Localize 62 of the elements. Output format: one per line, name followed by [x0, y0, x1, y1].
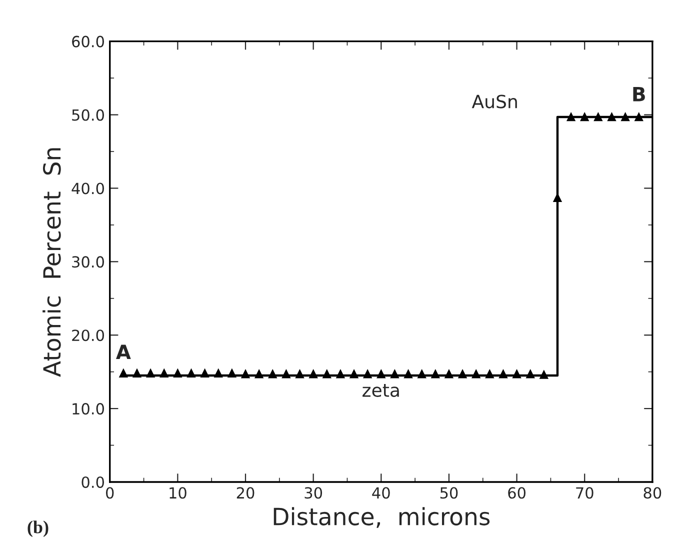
point	[553, 194, 562, 202]
x-tick-label: 80	[644, 487, 662, 499]
point	[431, 370, 440, 378]
y-tick-label: 30.0	[72, 256, 104, 268]
text: (b)	[28, 520, 48, 537]
annotation: zeta	[362, 384, 399, 397]
point	[322, 370, 332, 378]
y-tick-label: 60.0	[72, 36, 104, 48]
point	[418, 370, 426, 378]
point	[594, 112, 602, 122]
point	[363, 370, 372, 378]
point	[472, 370, 480, 378]
point	[404, 370, 412, 378]
point	[132, 369, 142, 378]
annotation: A	[116, 344, 131, 359]
point	[146, 369, 155, 378]
point	[580, 112, 589, 122]
point	[336, 370, 345, 378]
point	[621, 112, 630, 122]
point	[160, 369, 168, 378]
point	[512, 370, 521, 378]
point	[268, 370, 277, 378]
x-tick-label: 20	[236, 487, 254, 499]
annotation: B	[633, 87, 645, 102]
point	[254, 370, 264, 378]
point	[228, 369, 236, 378]
point	[174, 369, 182, 378]
x-tick-label: 10	[170, 487, 186, 499]
point	[187, 369, 196, 378]
point	[241, 370, 250, 378]
x-tick-label: 0	[106, 487, 114, 499]
x-tick-label: 40	[372, 487, 390, 499]
point	[390, 370, 399, 378]
point	[458, 370, 467, 378]
point	[200, 369, 209, 378]
point	[119, 369, 128, 378]
point	[376, 370, 386, 378]
point	[485, 370, 494, 378]
point	[309, 370, 318, 378]
x-axis-title: Distance, microns	[274, 507, 490, 528]
point	[608, 112, 616, 122]
y-tick-label: 0.0	[82, 476, 104, 488]
point	[350, 370, 358, 378]
point	[296, 370, 304, 378]
x-tick-label: 60	[508, 487, 526, 499]
y-tick-label: 50.0	[72, 109, 104, 121]
x-tick-label: 70	[576, 487, 594, 499]
y-axis-title: Atomic Percent Sn	[42, 148, 61, 377]
point	[282, 370, 290, 378]
point	[566, 112, 576, 122]
y-tick-label: 20.0	[72, 330, 104, 342]
y-tick-label: 40.0	[72, 182, 104, 194]
x-tick-label: 30	[304, 487, 322, 499]
y-tick-label: 10.0	[72, 403, 104, 415]
annotation: AuSn	[472, 94, 517, 108]
point	[444, 370, 454, 378]
point	[526, 370, 535, 378]
point	[214, 369, 223, 378]
point	[540, 370, 548, 379]
x-tick-label: 50	[440, 487, 458, 499]
point	[634, 112, 644, 122]
point	[499, 370, 508, 378]
